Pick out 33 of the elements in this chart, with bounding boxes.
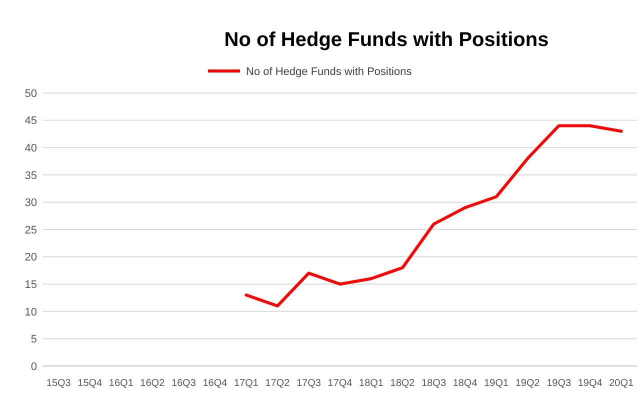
x-tick-label: 19Q4: [578, 378, 603, 389]
y-tick-label: 35: [24, 170, 37, 182]
x-tick-label: 18Q1: [359, 378, 384, 389]
x-tick-label: 20Q1: [609, 378, 634, 389]
y-tick-label: 0: [30, 360, 37, 373]
x-tick-label: 17Q2: [265, 378, 290, 389]
x-tick-label: 18Q4: [452, 378, 478, 389]
x-tick-label: 19Q1: [484, 378, 509, 389]
x-tick-label: 16Q2: [140, 378, 166, 389]
x-tick-label: 16Q3: [171, 378, 196, 389]
y-tick-label: 10: [24, 306, 37, 318]
y-tick-label: 5: [30, 334, 37, 346]
y-tick-label: 50: [24, 88, 37, 100]
x-tick-label: 15Q3: [46, 378, 72, 389]
x-tick-label: 17Q3: [296, 378, 322, 389]
x-tick-label: 19Q3: [546, 378, 572, 389]
y-tick-label: 45: [24, 115, 37, 128]
chart-title: No of Hedge Funds with Positions: [224, 29, 549, 51]
x-tick-label: 15Q4: [78, 378, 103, 389]
y-tick-label: 20: [24, 252, 37, 264]
y-tick-label: 25: [24, 224, 37, 236]
x-tick-label: 18Q3: [422, 378, 446, 389]
legend-label: No of Hedge Funds with Positions: [246, 66, 412, 78]
x-tick-label: 16Q1: [108, 378, 134, 389]
x-tick-label: 17Q4: [328, 378, 353, 389]
y-tick-label: 30: [24, 197, 37, 210]
line-series: [244, 124, 623, 308]
y-tick-label: 40: [24, 142, 37, 154]
x-tick-label: 18Q2: [390, 378, 416, 389]
x-tick-label: 16Q4: [202, 378, 228, 389]
y-tick-label: 15: [24, 278, 37, 291]
x-tick-label: 19Q2: [515, 378, 540, 389]
x-tick-label: 17Q1: [234, 378, 259, 389]
